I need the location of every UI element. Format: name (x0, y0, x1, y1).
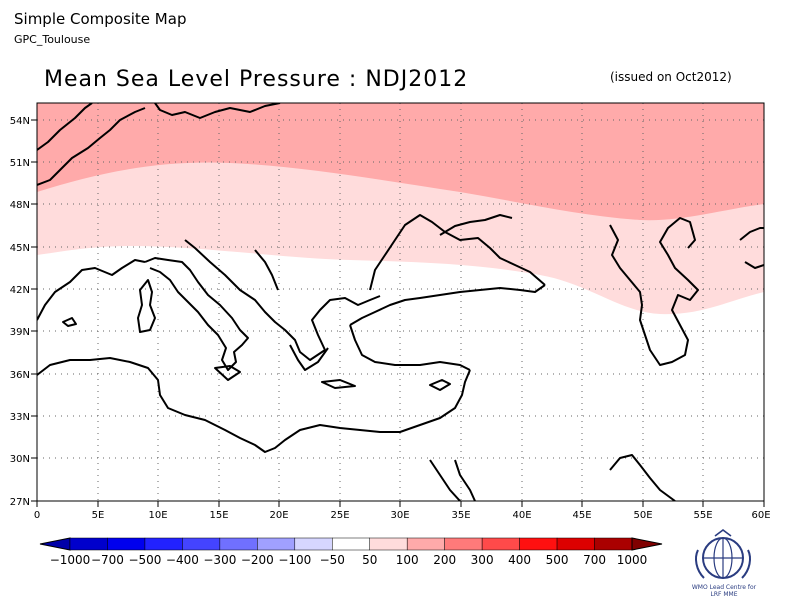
lon-label: 35E (451, 510, 470, 521)
lat-label: 27N (10, 497, 30, 508)
colorbar-swatch (182, 537, 221, 551)
axis-ticks (31, 119, 765, 507)
anomaly-band-100-200 (37, 103, 764, 221)
lat-label: 30N (10, 454, 30, 465)
colorbar-label: 1000 (617, 553, 648, 567)
lon-label: 60E (751, 510, 770, 521)
colorbar-label: 200 (433, 553, 456, 567)
lon-label: 50E (633, 510, 652, 521)
colorbar-swatch (406, 537, 445, 551)
lat-label: 39N (10, 327, 30, 338)
colorbar-swatch (369, 537, 408, 551)
colorbar-label: −50 (320, 553, 345, 567)
lon-label: 5E (92, 510, 105, 521)
logo-caption-line1: WMO Lead Centre for (691, 584, 757, 591)
colorbar-swatch (519, 537, 558, 551)
logo-caption: WMO Lead Centre for LRF MME (678, 584, 770, 598)
colorbar-label: −400 (166, 553, 199, 567)
lon-label: 40E (512, 510, 531, 521)
lat-label: 54N (10, 116, 30, 127)
lon-label: 0 (34, 510, 40, 521)
colorbar-swatch (332, 537, 370, 551)
colorbar-swatch (257, 537, 296, 551)
colorbar-label: −1000 (50, 553, 91, 567)
map-title: Mean Sea Level Pressure : NDJ2012 (44, 67, 469, 92)
colorbar-label: −300 (203, 553, 236, 567)
colorbar (39, 537, 663, 551)
colorbar-label: 50 (362, 553, 377, 567)
logo-caption-line2: LRF MME (710, 591, 738, 598)
colorbar-swatch (219, 537, 258, 551)
colorbar-swatch (481, 537, 520, 551)
latitude-labels: 54N 51N 48N 45N 42N 39N 36N 33N 30N 27N (10, 116, 30, 508)
colorbar-upper-triangle (631, 537, 663, 551)
lat-label: 48N (10, 200, 30, 211)
colorbar-label: −100 (278, 553, 311, 567)
colorbar-swatch (294, 537, 333, 551)
source-label: GPC_Toulouse (14, 33, 91, 46)
longitude-labels: 0 5E 10E 15E 20E 25E 30E 35E 40E 45E 50E… (34, 510, 771, 521)
colorbar-label: 300 (471, 553, 494, 567)
wmo-logo-icon (695, 529, 751, 579)
colorbar-swatch (144, 537, 183, 551)
lon-label: 10E (148, 510, 167, 521)
colorbar-label: −700 (91, 553, 124, 567)
lon-label: 25E (330, 510, 349, 521)
colorbar-label: −500 (128, 553, 161, 567)
colorbar-labels: −1000 −700 −500 −400 −300 −200 −100 −50 50 100 200… (50, 553, 648, 567)
lat-label: 45N (10, 243, 30, 254)
colorbar-lower-triangle (39, 537, 71, 551)
lon-label: 15E (209, 510, 228, 521)
lat-label: 36N (10, 370, 30, 381)
lon-label: 45E (572, 510, 591, 521)
lat-label: 33N (10, 412, 30, 423)
lon-label: 20E (269, 510, 288, 521)
lon-label: 30E (390, 510, 409, 521)
colorbar-swatch (107, 537, 146, 551)
colorbar-label: 700 (583, 553, 606, 567)
colorbar-label: 400 (508, 553, 531, 567)
coastlines (37, 103, 764, 501)
app-title: Simple Composite Map (14, 10, 187, 28)
lat-label: 51N (10, 158, 30, 169)
colorbar-swatch (556, 537, 595, 551)
colorbar-swatch (69, 537, 108, 551)
colorbar-label: 100 (396, 553, 419, 567)
colorbar-label: −200 (241, 553, 274, 567)
colorbar-swatch (444, 537, 483, 551)
issued-date: (issued on Oct2012) (610, 70, 732, 84)
colorbar-swatch (594, 537, 633, 551)
lon-label: 55E (693, 510, 712, 521)
colorbar-label: 500 (546, 553, 569, 567)
lat-label: 42N (10, 285, 30, 296)
